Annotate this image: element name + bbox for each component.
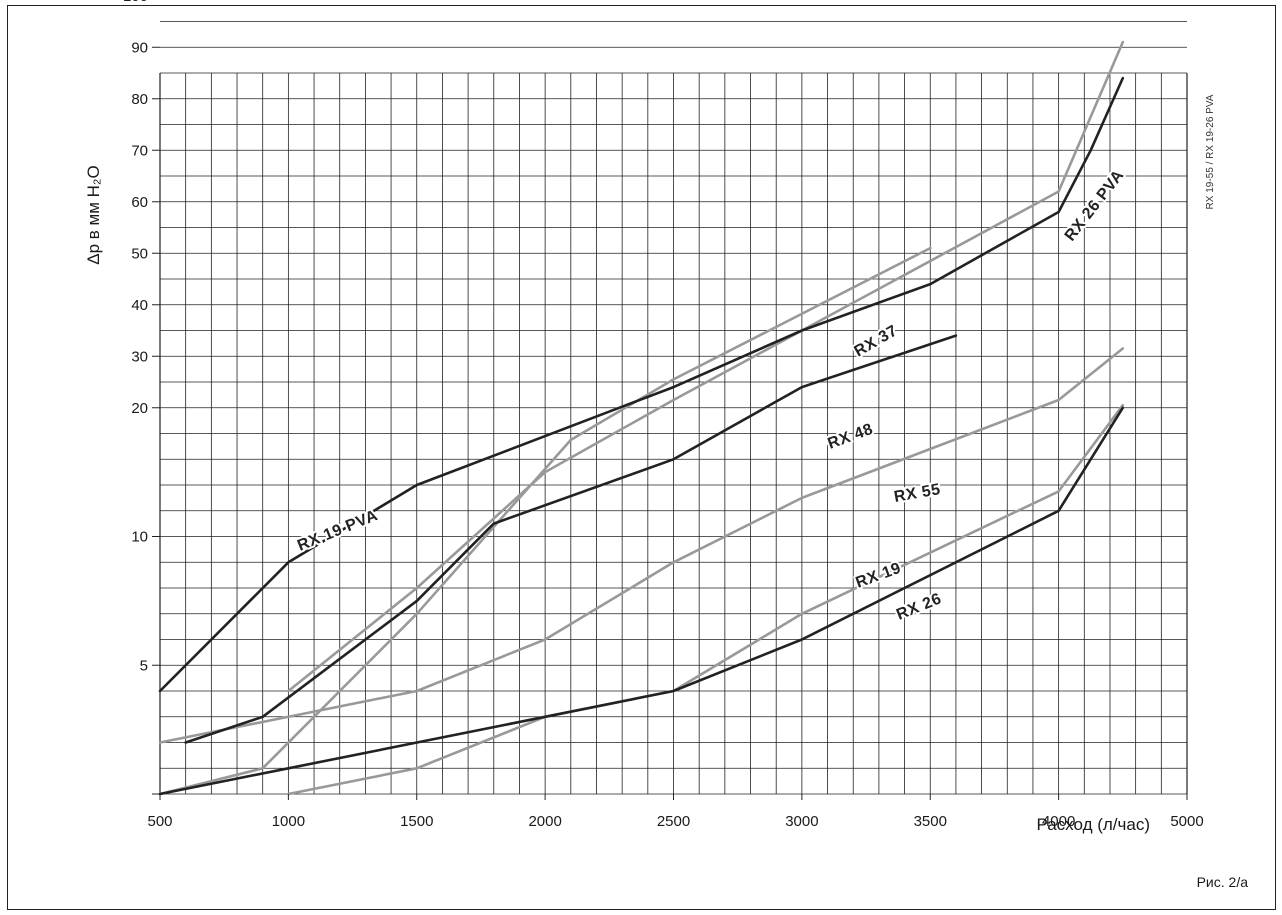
- x-tick-label: 2500: [657, 813, 690, 830]
- y-tick-label: 20: [131, 400, 148, 417]
- chart-grid: [159, 21, 1188, 795]
- x-tick-label: 1000: [272, 813, 305, 830]
- x-tick-label: 5000: [1170, 813, 1203, 830]
- x-tick-label: 3000: [785, 813, 818, 830]
- x-axis-label: Расход (л/час): [1036, 815, 1150, 834]
- series-layer: [158, 40, 1125, 796]
- y-tick-label: 70: [131, 142, 148, 159]
- series-line-rx-37: [158, 246, 932, 796]
- series-label-rx48: RX 48: [826, 421, 876, 453]
- series-line-rx-26-pva: [287, 40, 1125, 693]
- series-label-rx19pva: RX 19 PVA: [295, 507, 380, 555]
- x-tick-labels: 500 1000 1500 2000 2500 3000 3500 4000 5000: [147, 794, 1204, 830]
- series-line-rx-55: [158, 347, 1125, 744]
- x-tick-label: 500: [147, 813, 172, 830]
- series-label-rx26pva: RX 26 PVA: [1062, 167, 1128, 245]
- y-tick-label: 40: [131, 297, 148, 314]
- series-label-rx26: RX 26: [894, 590, 944, 623]
- x-tick-label: 1500: [400, 813, 433, 830]
- y-tick-label: 50: [131, 245, 148, 262]
- y-tick-label: 60: [131, 194, 148, 211]
- figure-frame: [7, 5, 1276, 910]
- x-tick-label: 3500: [914, 813, 947, 830]
- y-tick-label: 5: [140, 657, 148, 674]
- y-tick-label: 90: [131, 39, 148, 56]
- side-note: RX 19-55 / RX 19-26 PVA: [1205, 94, 1216, 209]
- series-line-rx-48: [184, 334, 958, 744]
- x-tick-label: 2000: [528, 813, 561, 830]
- series-line-rx-26: [158, 406, 1125, 796]
- y-tick-label: 10: [131, 529, 148, 546]
- y-tick-label: 80: [131, 91, 148, 108]
- y-tick-label: 30: [131, 348, 148, 365]
- series-label-rx37: RX 37: [852, 322, 901, 360]
- y-tick-label: 100: [123, 0, 148, 5]
- y-axis-label: Δp в мм H₂O: [84, 165, 103, 265]
- series-line-rx-19: [287, 403, 1125, 796]
- series-line-rx-19-pva: [158, 76, 1125, 693]
- x-tick-label: 4000: [1042, 813, 1075, 830]
- figure-label: Рис. 2/a: [1197, 874, 1249, 890]
- y-tick-labels: 5 10 20 30 40 50 60 70 80 90 100: [123, 0, 160, 795]
